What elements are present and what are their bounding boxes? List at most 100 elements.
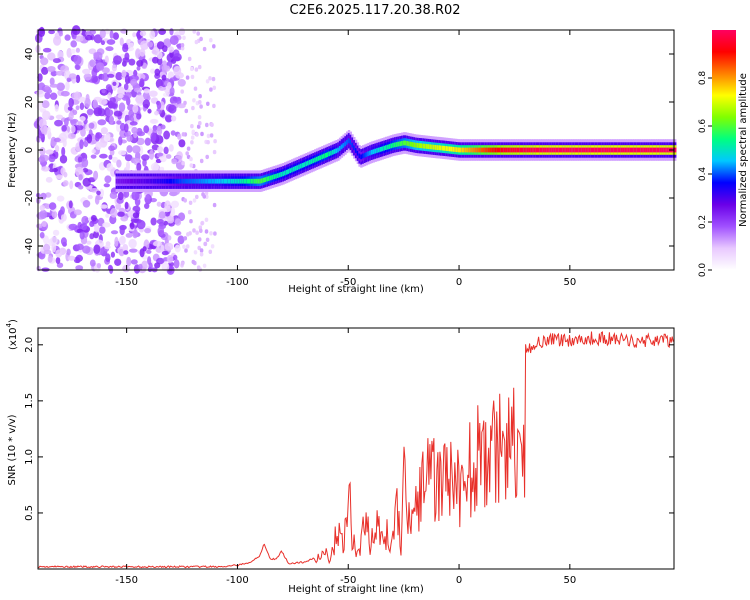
noise-cell (101, 89, 106, 94)
noise-cell (199, 36, 203, 42)
noise-cell (197, 237, 202, 242)
noise-cell (35, 223, 43, 229)
noise-cell (124, 201, 129, 210)
noise-cell (164, 40, 172, 46)
ridge-cell (443, 145, 446, 151)
noise-cell (148, 90, 158, 97)
ridge-cell (666, 147, 670, 153)
noise-cell (68, 97, 74, 108)
ridge-cell (530, 147, 533, 153)
noise-cell (129, 121, 138, 126)
noise-cell (100, 204, 108, 209)
noise-cell (199, 228, 203, 233)
noise-cell (93, 34, 103, 44)
x-tick-label: 0 (456, 575, 462, 586)
noise-cell (94, 195, 100, 205)
noise-cell (52, 58, 61, 64)
noise-cell (82, 68, 91, 75)
noise-cell (117, 94, 124, 99)
ridge-cell (122, 178, 126, 184)
noise-cell (85, 31, 92, 36)
noise-cell (210, 122, 214, 128)
noise-cell (166, 255, 174, 264)
noise-cell (89, 259, 96, 267)
ridge-cell (167, 178, 170, 184)
noise-cell (143, 125, 150, 134)
noise-cell (136, 65, 141, 71)
noise-cell (51, 243, 57, 253)
ridge-cell (182, 178, 186, 184)
ridge-cell (184, 178, 188, 184)
ridge-cell (651, 147, 654, 153)
noise-cell (48, 202, 57, 210)
noise-cell (194, 67, 199, 72)
noise-cell (82, 168, 89, 173)
noise-cell (174, 218, 182, 226)
noise-cell (186, 232, 190, 237)
noise-cell (55, 114, 64, 120)
noise-cell (109, 115, 114, 125)
ridge-cell (597, 147, 601, 153)
noise-cell (183, 100, 187, 106)
noise-cell (107, 92, 112, 100)
ridge-cell (360, 154, 363, 160)
noise-cell (67, 106, 73, 111)
noise-cell (101, 67, 110, 74)
noise-cell (68, 223, 78, 231)
noise-cell (59, 154, 68, 164)
noise-cell (212, 44, 216, 49)
ridge-cell (615, 147, 618, 153)
noise-cell (66, 248, 71, 256)
noise-cell (135, 94, 145, 104)
ridge-cell (390, 143, 393, 149)
noise-cell (168, 104, 177, 114)
ridge-cell (578, 147, 581, 153)
ridge-cell (326, 152, 329, 157)
noise-cell (133, 87, 142, 93)
ridge-cell (126, 178, 129, 184)
ridge-cell (406, 141, 409, 146)
noise-cell (167, 216, 175, 224)
ridge-cell (489, 147, 492, 153)
ridge-cell (413, 142, 416, 148)
noise-cell (53, 35, 62, 46)
noise-cell (81, 158, 89, 168)
y-tick-label: 1.5 (24, 393, 35, 409)
y-tick-label: 0.5 (24, 505, 35, 521)
noise-cell (160, 124, 166, 130)
noise-cell (163, 130, 171, 140)
noise-cell (118, 136, 123, 146)
ridge-cell (631, 147, 634, 153)
ridge-cell (221, 178, 225, 184)
ridge-cell (516, 147, 519, 153)
x-tick-label: 50 (563, 575, 576, 586)
ridge-cell (197, 178, 200, 184)
noise-cell (123, 190, 130, 198)
noise-cell (148, 262, 153, 273)
noise-cell (194, 39, 199, 45)
noise-cell (93, 52, 99, 58)
noise-cell (39, 147, 46, 156)
ridge-cell (385, 145, 388, 150)
ridge-cell (500, 147, 503, 153)
ridge-cell (241, 178, 244, 184)
noise-cell (47, 255, 53, 263)
ridge-cell (567, 147, 570, 153)
noise-cell (124, 154, 133, 162)
spectrogram-x-ticks: -150 -100 -50 0 50 (115, 30, 576, 288)
ridge-cell (195, 178, 198, 184)
noise-cell (199, 158, 204, 164)
noise-cell (69, 180, 74, 190)
ridge-cell (301, 163, 305, 168)
noise-cell (67, 255, 76, 261)
noise-cell (174, 244, 181, 253)
noise-cell (198, 100, 202, 105)
noise-cell (167, 82, 172, 90)
ridge-cell (376, 148, 379, 153)
noise-cell (77, 121, 82, 126)
noise-cell (205, 154, 209, 160)
ridge-cell (473, 147, 477, 153)
noise-cell (80, 127, 86, 137)
noise-cell (144, 137, 151, 146)
noise-cell (136, 60, 144, 67)
